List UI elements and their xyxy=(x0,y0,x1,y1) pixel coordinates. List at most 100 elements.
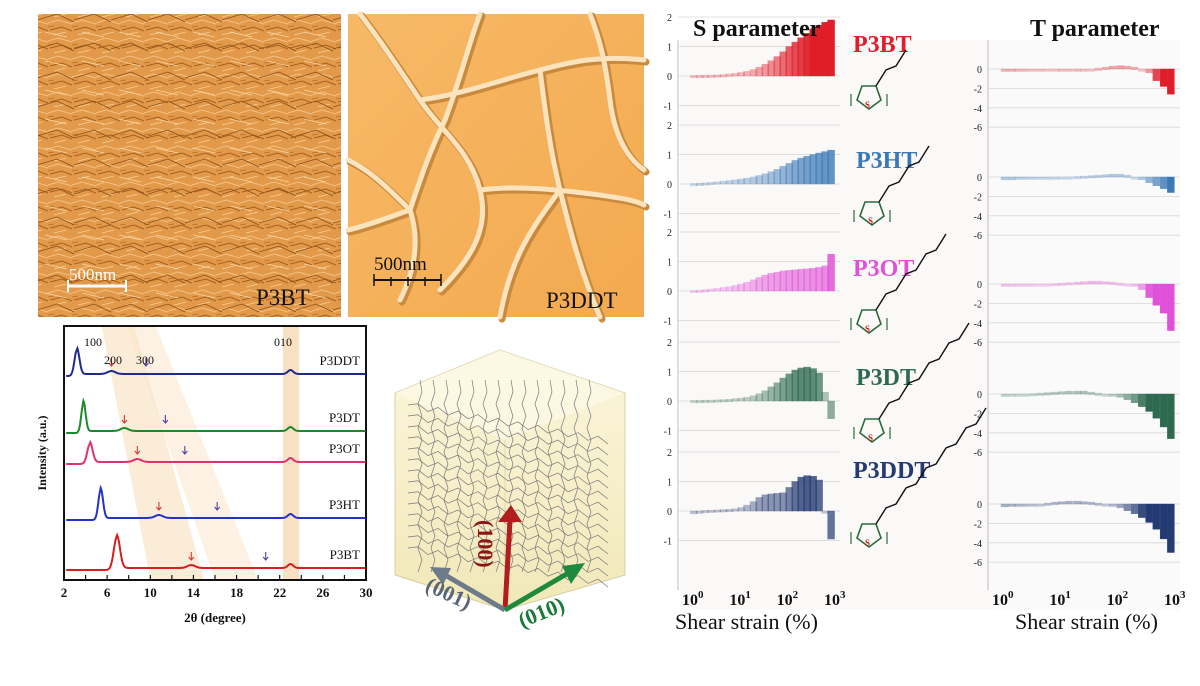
shear-ytick-label: 1 xyxy=(667,368,672,379)
shear-bar-p3ddt xyxy=(1145,503,1153,523)
shear-bar-p3bt xyxy=(1058,68,1066,72)
lattice-chain xyxy=(469,379,475,573)
shear-bar-p3bt xyxy=(1116,65,1124,70)
shear-bar-p3bt xyxy=(1152,68,1161,81)
shear-bar-p3dt xyxy=(1014,393,1023,397)
shear-bar-p3ot xyxy=(1051,283,1059,287)
axis-arrow-010 xyxy=(503,569,572,613)
shear-xtick-label: 100 xyxy=(992,589,1014,609)
shear-bar-p3bt xyxy=(1029,68,1037,72)
xrd-trace-p3dt xyxy=(66,397,366,434)
shear-bar-p3bt xyxy=(1109,65,1117,70)
shear-bar-p3dt xyxy=(1036,392,1045,396)
shear-bar-p3bt xyxy=(719,74,728,78)
lattice-chain xyxy=(407,480,609,522)
xrd-peak-arrow xyxy=(155,502,162,511)
shear-bar-p3ot xyxy=(1130,283,1139,287)
shear-bar-p3bt xyxy=(1080,68,1088,72)
shear-bar-p3ot xyxy=(1058,282,1066,286)
shear-bar-p3ot xyxy=(1029,283,1037,287)
xrd-peak-arrow xyxy=(143,358,149,367)
shear-bar-p3ddt xyxy=(737,507,745,512)
shear-bar-p3ht xyxy=(1094,174,1103,178)
chain-brackets xyxy=(853,210,891,222)
shear-bar-p3bt xyxy=(1102,66,1110,70)
shear-ytick-label: 1 xyxy=(667,43,672,54)
shear-bar-p3dt xyxy=(749,395,758,402)
shear-bar-p3ot xyxy=(1087,280,1095,285)
shear-bar-p3ddt xyxy=(1051,501,1059,505)
shear-bar-p3ht xyxy=(737,178,745,185)
shear-bar-p3bt xyxy=(1145,68,1153,74)
thiophene-ring xyxy=(856,523,882,548)
shear-bar-p3ddt xyxy=(1109,503,1117,507)
shear-bar-p3bt xyxy=(1036,68,1045,72)
shear-bar-p3bt xyxy=(1065,68,1073,72)
lattice-chain xyxy=(508,379,514,573)
shear-bar-p3dt xyxy=(743,396,751,402)
shear-ytick-label: -1 xyxy=(664,427,672,438)
shear-bar-p3ot xyxy=(725,286,734,292)
shear-bar-p3dt xyxy=(707,399,715,403)
t-shear-xlabel: Shear strain (%) xyxy=(1015,609,1158,634)
shear-bar-p3bt xyxy=(731,73,740,77)
shear-bar-p3ht xyxy=(1159,176,1168,189)
shear-ytick-label: 0 xyxy=(977,173,982,184)
shear-bar-p3ht xyxy=(719,180,728,185)
shear-xtick-label: 101 xyxy=(1049,589,1071,609)
shear-bar-p3ht xyxy=(1044,176,1052,180)
shear-bar-p3bt xyxy=(701,74,709,78)
shear-bar-p3ddt xyxy=(1058,501,1066,505)
xrd-trace-p3bt xyxy=(66,532,366,571)
lattice-chain xyxy=(407,403,609,445)
shear-bar-p3ddt xyxy=(1029,503,1037,507)
shear-ytick-label: -2 xyxy=(974,519,982,530)
shear-ytick-label: -1 xyxy=(664,102,672,113)
xrd-trace-label: P3HT xyxy=(329,497,360,512)
shear-bar-p3ht xyxy=(761,173,770,185)
shear-bar-p3ot xyxy=(1065,282,1073,286)
shear-xtick-label: 103 xyxy=(1164,589,1186,609)
shear-bar-p3ddt xyxy=(1021,503,1030,507)
shear-bar-p3ht xyxy=(1065,176,1073,180)
shear-bar-p3ddt xyxy=(695,510,704,514)
shear-bar-p3ot xyxy=(1145,283,1153,298)
shear-bar-p3bt xyxy=(1051,68,1059,72)
lattice-chain xyxy=(443,379,449,573)
shear-bar-p3bt xyxy=(1159,68,1168,87)
shear-bar-p3ddt xyxy=(731,508,740,512)
lattice-chain xyxy=(573,379,579,573)
shear-bar-p3bt xyxy=(749,69,758,77)
shear-ytick-label: 1 xyxy=(667,151,672,162)
shear-bar-p3dt xyxy=(701,399,709,403)
shear-bar-p3dt xyxy=(695,400,704,404)
alkyl-side-chain xyxy=(875,407,987,525)
shear-bar-p3ddt xyxy=(827,510,835,540)
shear-bar-p3ddt xyxy=(1014,503,1023,507)
shear-ytick-label: 0 xyxy=(977,500,982,511)
lattice-chain xyxy=(521,379,527,573)
sulfur-atom: S xyxy=(865,100,870,110)
alkyl-side-chain xyxy=(875,49,907,87)
xrd-trace-p3ht xyxy=(66,484,366,521)
shear-bar-p3ddt xyxy=(1008,503,1016,507)
afm-label-p3ddt: P3DDT xyxy=(546,288,618,313)
shear-bar-p3ddt xyxy=(1123,503,1132,511)
shear-ytick-label: 2 xyxy=(667,228,672,239)
xrd-xtick-label: 6 xyxy=(104,585,111,600)
xrd-xtick-label: 26 xyxy=(316,585,330,600)
sulfur-atom: S xyxy=(865,538,870,548)
shear-bar-p3ht xyxy=(1021,176,1030,180)
shear-bar-p3ot xyxy=(1080,281,1088,285)
shear-bar-p3dt xyxy=(1044,392,1052,396)
shear-bar-p3ht xyxy=(1073,176,1081,180)
xrd-trace-label: P3BT xyxy=(330,547,360,562)
xrd-trace-p3ddt xyxy=(66,345,366,377)
shear-bar-p3ot xyxy=(1109,281,1117,285)
shear-bar-p3ddt xyxy=(1044,502,1052,506)
xrd-peak-arrow xyxy=(181,446,188,455)
shear-bar-p3dt xyxy=(731,398,740,402)
s-shear-xlabel: Shear strain (%) xyxy=(675,609,818,634)
shear-bar-p3ht xyxy=(1167,176,1175,193)
